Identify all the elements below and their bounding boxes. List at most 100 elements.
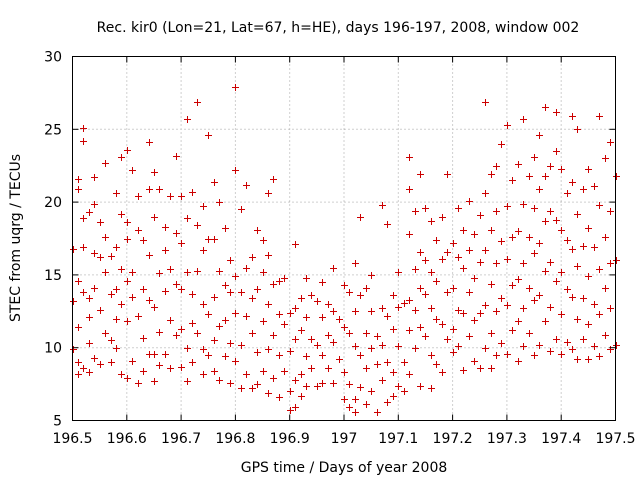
data-point: [319, 279, 326, 286]
data-point: [488, 227, 495, 234]
data-point: [102, 269, 109, 276]
data-point: [602, 285, 609, 292]
data-point: [482, 99, 489, 106]
data-point: [124, 375, 131, 382]
data-point: [249, 254, 256, 261]
data-point: [194, 330, 201, 337]
data-point: [330, 380, 337, 387]
data-point: [602, 332, 609, 339]
data-point: [70, 246, 77, 253]
data-point: [406, 327, 413, 334]
data-point: [227, 340, 234, 347]
data-point: [200, 203, 207, 210]
data-point: [129, 358, 136, 365]
data-point: [368, 308, 375, 315]
data-point: [558, 166, 565, 173]
data-point: [232, 167, 239, 174]
data-point: [515, 276, 522, 283]
data-point: [498, 141, 505, 148]
x-tick-label: 197.2: [433, 431, 473, 447]
data-point: [379, 377, 386, 384]
data-point: [406, 297, 413, 304]
data-point: [520, 343, 527, 350]
data-point: [526, 234, 533, 241]
data-point: [471, 231, 478, 238]
data-point: [574, 126, 581, 133]
data-point: [156, 362, 163, 369]
data-point: [564, 339, 571, 346]
data-point: [460, 310, 467, 317]
data-point: [102, 234, 109, 241]
data-point: [330, 339, 337, 346]
data-point: [591, 244, 598, 251]
data-point: [232, 310, 239, 317]
data-point: [607, 139, 614, 146]
data-point: [433, 278, 440, 285]
data-point: [222, 282, 229, 289]
data-point: [249, 385, 256, 392]
data-point: [151, 304, 158, 311]
data-point: [531, 205, 538, 212]
data-point: [433, 316, 440, 323]
data-point: [493, 260, 500, 267]
data-point: [450, 240, 457, 247]
data-point: [184, 345, 191, 352]
data-point: [477, 365, 484, 372]
data-point: [308, 365, 315, 372]
data-point: [222, 225, 229, 232]
data-point: [357, 384, 364, 391]
data-point: [384, 313, 391, 320]
data-point: [281, 368, 288, 375]
data-point: [585, 356, 592, 363]
data-point: [417, 383, 424, 390]
data-point: [352, 409, 359, 416]
data-point: [531, 154, 538, 161]
data-point: [379, 305, 386, 312]
data-point: [194, 222, 201, 229]
data-point: [287, 348, 294, 355]
data-point: [580, 186, 587, 193]
data-point: [319, 380, 326, 387]
data-point: [254, 349, 261, 356]
data-point: [222, 317, 229, 324]
data-point: [298, 371, 305, 378]
data-point: [444, 249, 451, 256]
data-point: [86, 314, 93, 321]
data-point: [585, 166, 592, 173]
y-tick-label: 15: [44, 268, 62, 284]
data-point: [564, 190, 571, 197]
data-point: [70, 298, 77, 305]
x-tick-label: 197.1: [378, 431, 418, 447]
data-point: [444, 289, 451, 296]
data-point: [216, 268, 223, 275]
data-point: [352, 343, 359, 350]
data-point: [86, 295, 93, 302]
data-point: [162, 288, 169, 295]
data-point: [216, 199, 223, 206]
y-axis-ticks: 5 10 15 20 25 30: [44, 50, 616, 430]
data-point: [531, 297, 538, 304]
data-point: [466, 247, 473, 254]
data-point: [553, 217, 560, 224]
data-point: [422, 333, 429, 340]
data-point: [129, 269, 136, 276]
data-point: [542, 218, 549, 225]
data-point: [444, 171, 451, 178]
data-point: [401, 388, 408, 395]
data-point: [97, 254, 104, 261]
data-point: [243, 371, 250, 378]
data-point: [205, 132, 212, 139]
data-point: [558, 269, 565, 276]
grid: [72, 56, 616, 421]
data-point: [341, 369, 348, 376]
data-point: [314, 383, 321, 390]
data-point: [162, 224, 169, 231]
data-point: [80, 365, 87, 372]
data-point: [374, 333, 381, 340]
data-point: [428, 269, 435, 276]
data-point: [585, 225, 592, 232]
data-point: [526, 330, 533, 337]
data-point: [357, 214, 364, 221]
data-point: [156, 186, 163, 193]
data-point: [493, 352, 500, 359]
